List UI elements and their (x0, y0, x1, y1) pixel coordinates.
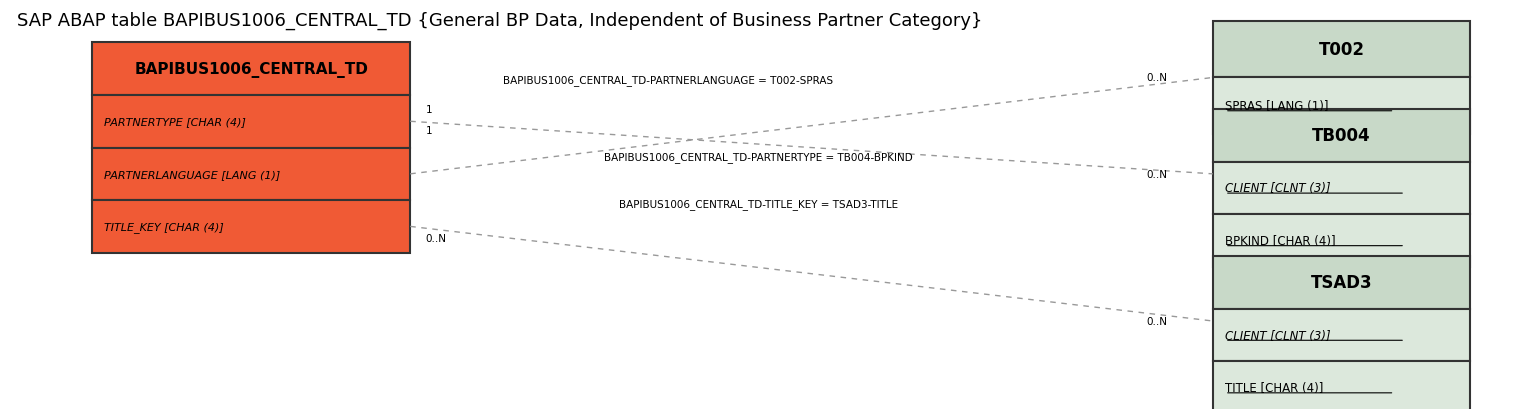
Text: 0..N: 0..N (425, 234, 446, 244)
FancyBboxPatch shape (1212, 362, 1470, 409)
Text: SAP ABAP table BAPIBUS1006_CENTRAL_TD {General BP Data, Independent of Business : SAP ABAP table BAPIBUS1006_CENTRAL_TD {G… (17, 12, 981, 30)
Text: 1: 1 (425, 105, 432, 115)
FancyBboxPatch shape (1212, 110, 1470, 162)
Text: TITLE_KEY [CHAR (4)]: TITLE_KEY [CHAR (4)] (105, 221, 225, 232)
FancyBboxPatch shape (93, 43, 410, 96)
Text: PARTNERTYPE [CHAR (4)]: PARTNERTYPE [CHAR (4)] (105, 117, 246, 127)
Text: BAPIBUS1006_CENTRAL_TD-PARTNERTYPE = TB004-BPKIND: BAPIBUS1006_CENTRAL_TD-PARTNERTYPE = TB0… (604, 151, 913, 162)
Text: TB004: TB004 (1312, 127, 1371, 145)
FancyBboxPatch shape (93, 148, 410, 201)
Text: 1: 1 (425, 126, 432, 135)
Text: CLIENT [CLNT (3)]: CLIENT [CLNT (3)] (1224, 182, 1330, 195)
FancyBboxPatch shape (1212, 215, 1470, 267)
Text: BAPIBUS1006_CENTRAL_TD-PARTNERLANGUAGE = T002-SPRAS: BAPIBUS1006_CENTRAL_TD-PARTNERLANGUAGE =… (502, 74, 833, 85)
FancyBboxPatch shape (93, 201, 410, 253)
FancyBboxPatch shape (1212, 78, 1470, 134)
Text: BPKIND [CHAR (4)]: BPKIND [CHAR (4)] (1224, 234, 1335, 247)
FancyBboxPatch shape (93, 96, 410, 148)
FancyBboxPatch shape (1212, 256, 1470, 309)
Text: PARTNERLANGUAGE [LANG (1)]: PARTNERLANGUAGE [LANG (1)] (105, 169, 281, 180)
Text: BAPIBUS1006_CENTRAL_TD: BAPIBUS1006_CENTRAL_TD (135, 62, 369, 78)
Text: BAPIBUS1006_CENTRAL_TD-TITLE_KEY = TSAD3-TITLE: BAPIBUS1006_CENTRAL_TD-TITLE_KEY = TSAD3… (619, 199, 898, 209)
Text: 0..N: 0..N (1147, 73, 1168, 83)
Text: TSAD3: TSAD3 (1311, 274, 1373, 292)
Text: T002: T002 (1318, 41, 1364, 59)
Text: TITLE [CHAR (4)]: TITLE [CHAR (4)] (1224, 381, 1323, 394)
Text: SPRAS [LANG (1)]: SPRAS [LANG (1)] (1224, 100, 1329, 113)
Text: 0..N: 0..N (1147, 169, 1168, 180)
FancyBboxPatch shape (1212, 162, 1470, 215)
FancyBboxPatch shape (1212, 309, 1470, 362)
Text: CLIENT [CLNT (3)]: CLIENT [CLNT (3)] (1224, 329, 1330, 342)
Text: 0..N: 0..N (1147, 316, 1168, 326)
FancyBboxPatch shape (1212, 22, 1470, 78)
